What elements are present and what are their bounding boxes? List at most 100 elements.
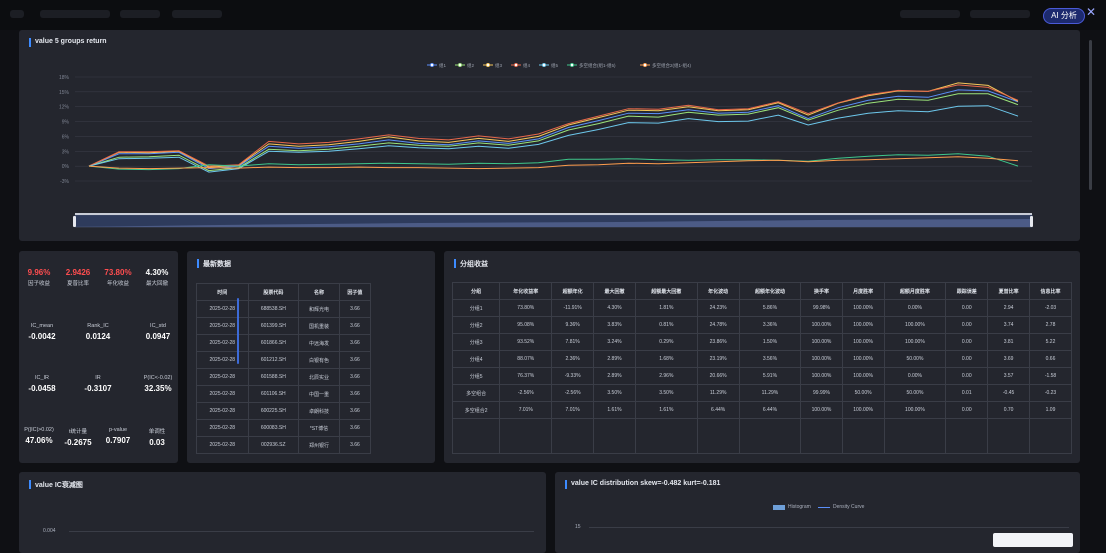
nav-item-5[interactable]: [970, 10, 1030, 18]
table-cell: 2.89%: [593, 367, 636, 385]
legend-label[interactable]: 组2: [467, 62, 474, 68]
legend-label[interactable]: 组1: [439, 62, 446, 68]
stat-row4-2: p-value 0.7907: [96, 425, 140, 445]
table-cell: 100.00%: [841, 350, 885, 368]
latest-table-scrollbar[interactable]: [237, 298, 239, 364]
histogram-legend-label[interactable]: Histogram: [788, 504, 811, 510]
density-legend-icon: [818, 507, 830, 508]
legend-marker-icon: [643, 63, 648, 68]
group-returns-panel: 分组收益 分组 年化收益率 超额年化 最大回撤 超额最大回撤 年化波动 超额年化波动 换手率月…: [444, 251, 1080, 463]
nav-item-2[interactable]: [120, 10, 160, 18]
table-cell: 3.83%: [593, 316, 636, 334]
nav-item-4[interactable]: [900, 10, 960, 18]
stat-row3-1: IR -0.3107: [76, 373, 120, 393]
zoom-handle-left[interactable]: [73, 216, 76, 227]
table-cell: 白银有色: [298, 351, 340, 369]
column-header[interactable]: 跟踪误差: [945, 282, 989, 300]
latest-data-panel: 最新数据 时间 股票代码 名称 因子值 2025-02-28 688538.SH 和辉光电 3…: [187, 251, 435, 463]
column-header[interactable]: 信息比率: [1029, 282, 1072, 300]
table-cell: -0.23: [1029, 384, 1072, 402]
table-cell: 3.24%: [593, 333, 636, 351]
table-cell: 0.66: [1029, 350, 1072, 368]
nav-item-3[interactable]: [172, 10, 222, 18]
table-cell: 分组5: [451, 367, 501, 385]
column-header[interactable]: 超额年化波动: [738, 282, 802, 300]
table-cell: 7.01%: [499, 401, 553, 419]
stat-label: IC_IR: [34, 375, 50, 381]
group-returns-title: 分组收益: [454, 259, 488, 269]
table-cell: [697, 418, 740, 454]
nav-item-1[interactable]: [40, 10, 110, 18]
table-cell: 2.78: [1029, 316, 1072, 334]
ime-toolbar: [993, 533, 1073, 547]
stats-panel: 9.96% 因子收益 2.9426 夏普比率 73.80% 年化收益 4.30% 最大回撤 IC…: [19, 251, 178, 463]
legend-label[interactable]: 组5: [551, 62, 558, 68]
column-header[interactable]: 月度胜率: [841, 282, 885, 300]
legend-marker-icon: [457, 63, 462, 68]
table-cell: 4.30%: [593, 299, 636, 317]
legend-label[interactable]: 多空组合2(组1-组4): [652, 62, 692, 69]
stat-value: 0.0124: [85, 332, 111, 341]
series-line: [88, 105, 1019, 173]
table-cell: 0.00: [945, 333, 989, 351]
table-cell: -2.56%: [551, 384, 595, 402]
group-returns-table: 分组 年化收益率 超额年化 最大回撤 超额最大回撤 年化波动 超额年化波动 换手率 月度胜率 超额…: [451, 282, 1072, 454]
series-line: [88, 153, 1019, 171]
close-icon[interactable]: ✕: [1086, 5, 1097, 19]
column-header[interactable]: 名称: [298, 283, 340, 301]
column-header[interactable]: 因子值: [338, 283, 372, 301]
column-header[interactable]: 最大回撤: [593, 282, 636, 300]
column-header[interactable]: 年化波动: [696, 282, 740, 300]
column-header[interactable]: 年化收益率: [499, 282, 553, 300]
latest-data-row: 2025-02-28 688538.SH 和辉光电 3.66: [196, 300, 372, 318]
column-header[interactable]: 股票代码: [247, 283, 300, 301]
legend-marker-icon: [513, 63, 518, 68]
table-cell: 3.66: [338, 436, 372, 454]
table-cell: 24.23%: [696, 299, 740, 317]
table-cell: 50.00%: [883, 350, 947, 368]
legend-marker-icon: [485, 63, 490, 68]
zoom-handle-right[interactable]: [1030, 216, 1033, 227]
table-cell: 2.94: [987, 299, 1031, 317]
ic-decay-axis-tick: 0.004: [43, 528, 56, 534]
table-cell: 0.81%: [634, 316, 698, 334]
legend-label[interactable]: 多空组合(组1-组5): [579, 62, 616, 69]
legend-label[interactable]: 组4: [523, 62, 530, 68]
latest-data-row: 2025-02-28 600225.SH 卓朗科技 3.66: [196, 402, 372, 420]
table-cell: 郑州银行: [298, 436, 340, 454]
ic-decay-title: value IC衰减图: [29, 480, 83, 490]
column-header[interactable]: 分组: [451, 282, 501, 300]
table-cell: [635, 418, 698, 454]
stat-row4-0: P(|IC|>0.02) 47.06%: [17, 425, 61, 445]
density-legend-label[interactable]: Density Curve: [833, 504, 865, 510]
table-cell: 002936.SZ: [247, 436, 300, 454]
table-cell: [451, 418, 501, 454]
column-header[interactable]: 换手率: [800, 282, 843, 300]
column-header[interactable]: 超额最大回撤: [634, 282, 698, 300]
legend-label[interactable]: 组3: [495, 62, 502, 68]
stat-row2-1: Rank_IC 0.0124: [76, 321, 120, 341]
table-cell: 23.19%: [696, 350, 740, 368]
table-cell: 5.91%: [738, 367, 802, 385]
table-cell: 11.29%: [696, 384, 740, 402]
table-cell: 0.00: [945, 350, 989, 368]
table-cell: 3.50%: [593, 384, 636, 402]
ic-decay-panel: value IC衰减图 0.004: [19, 472, 546, 553]
column-header[interactable]: 夏普比率: [987, 282, 1031, 300]
group-row: 分组2 95.08% 9.36% 3.83% 0.81% 24.78% 3.36% 100.0…: [451, 316, 1072, 334]
table-cell: 0.01: [945, 384, 989, 402]
column-header[interactable]: 超额年化: [551, 282, 595, 300]
zoom-slider-preview: [75, 219, 1032, 227]
table-cell: 100.00%: [841, 316, 885, 334]
table-cell: 0.00: [945, 367, 989, 385]
table-cell: 7.81%: [551, 333, 595, 351]
ai-analysis-button[interactable]: AI 分析: [1043, 8, 1085, 24]
page-scrollbar[interactable]: [1089, 40, 1092, 190]
table-cell: 3.74: [987, 316, 1031, 334]
column-header[interactable]: 超额月度胜率: [883, 282, 947, 300]
table-cell: 3.66: [338, 300, 372, 318]
column-header[interactable]: 时间: [196, 283, 249, 301]
table-cell: 100.00%: [883, 333, 947, 351]
table-cell: 99.98%: [800, 299, 843, 317]
histogram-legend-icon: [773, 505, 785, 510]
